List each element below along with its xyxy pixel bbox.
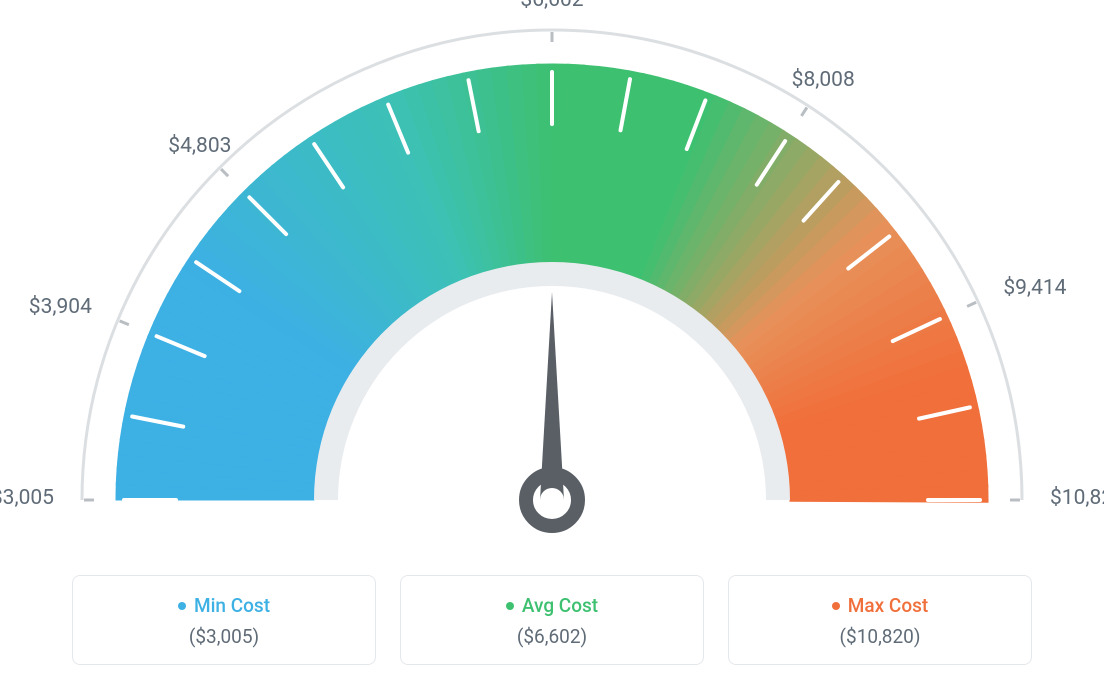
legend-card-max: Max Cost ($10,820) — [728, 575, 1032, 665]
gauge-tick-label: $8,008 — [773, 68, 873, 92]
legend-dot-avg — [506, 602, 514, 610]
gauge-svg — [0, 0, 1104, 560]
legend-label-min: Min Cost — [194, 594, 270, 617]
legend-dot-min — [178, 602, 186, 610]
legend-value-min: ($3,005) — [189, 625, 259, 648]
legend-value-max: ($10,820) — [840, 625, 921, 648]
legend-dot-max — [832, 602, 840, 610]
legend-card-avg: Avg Cost ($6,602) — [400, 575, 704, 665]
gauge-tick-label: $10,820 — [1050, 486, 1104, 510]
gauge-tick-label: $6,602 — [502, 0, 602, 12]
legend-label-avg: Avg Cost — [522, 594, 598, 617]
legend-value-avg: ($6,602) — [517, 625, 587, 648]
legend-title-avg: Avg Cost — [506, 594, 598, 617]
legend-title-min: Min Cost — [178, 594, 270, 617]
gauge-tick-label: $4,803 — [150, 134, 250, 158]
gauge-tick-label: $3,005 — [0, 486, 54, 510]
legend-label-max: Max Cost — [848, 594, 928, 617]
gauge-chart: $3,005 $3,904 $4,803 $6,602 $8,008 $9,414 $10,… — [0, 0, 1104, 560]
legend-card-min: Min Cost ($3,005) — [72, 575, 376, 665]
gauge-tick-label: $9,414 — [1003, 276, 1103, 300]
legend-title-max: Max Cost — [832, 594, 928, 617]
gauge-tick-label: $3,904 — [0, 295, 92, 319]
legend-row: Min Cost ($3,005) Avg Cost ($6,602) Max … — [72, 575, 1032, 665]
